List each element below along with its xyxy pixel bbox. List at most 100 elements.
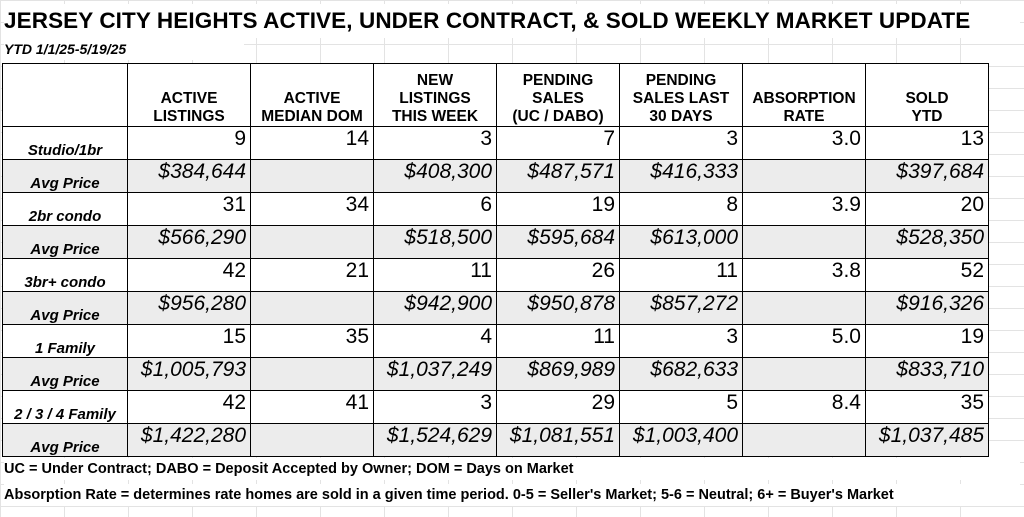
table-cell <box>742 357 866 391</box>
date-range-subtitle: YTD 1/1/25-5/19/25 <box>4 38 244 60</box>
table-cell: 42 <box>127 390 251 424</box>
table-cell: 3.8 <box>742 258 866 292</box>
table-cell <box>250 357 374 391</box>
table-cell: 42 <box>127 258 251 292</box>
table-cell: 9 <box>127 126 251 160</box>
table-cell: 26 <box>496 258 620 292</box>
table-cell: 41 <box>250 390 374 424</box>
table-cell: 11 <box>373 258 497 292</box>
row-label: 1 Family <box>2 324 128 358</box>
table-cell: $942,900 <box>373 291 497 325</box>
table-cell: 6 <box>373 192 497 226</box>
row-label: 3br+ condo <box>2 258 128 292</box>
table-cell: 5 <box>619 390 743 424</box>
column-header: ACTIVE MEDIAN DOM <box>250 63 374 127</box>
table-cell: 8 <box>619 192 743 226</box>
table-cell: 15 <box>127 324 251 358</box>
count-row: 1 Family 15 35 4 11 3 5.0 19 <box>2 324 989 358</box>
table-cell: 11 <box>619 258 743 292</box>
table-cell: 35 <box>865 390 989 424</box>
table-cell: 3 <box>373 390 497 424</box>
table-cell: 4 <box>373 324 497 358</box>
table-cell <box>250 423 374 457</box>
table-cell: $397,684 <box>865 159 989 193</box>
corner-cell <box>2 63 128 127</box>
table-cell: 20 <box>865 192 989 226</box>
column-header-line: LISTINGS <box>153 108 225 125</box>
column-header-line: (UC / DABO) <box>512 108 604 125</box>
column-header-line: 30 DAYS <box>649 108 713 125</box>
count-row: 2 / 3 / 4 Family 42 41 3 29 5 8.4 35 <box>2 390 989 424</box>
table-cell: $956,280 <box>127 291 251 325</box>
column-header-line: ACTIVE <box>160 90 218 107</box>
table-cell <box>250 159 374 193</box>
table-body: Studio/1br 9 14 3 7 3 3.0 13 Avg Price $384,644 $4… <box>2 126 989 457</box>
table-cell: 3 <box>373 126 497 160</box>
column-header-line: SOLD <box>905 90 949 107</box>
table-cell: 3 <box>619 324 743 358</box>
table-cell: $869,989 <box>496 357 620 391</box>
page-title: JERSEY CITY HEIGHTS ACTIVE, UNDER CONTRA… <box>4 4 1020 38</box>
table-cell: 3.0 <box>742 126 866 160</box>
table-cell: 52 <box>865 258 989 292</box>
table-cell: $408,300 <box>373 159 497 193</box>
column-header-line: THIS WEEK <box>391 108 479 125</box>
table-cell: $384,644 <box>127 159 251 193</box>
table-cell: $566,290 <box>127 225 251 259</box>
market-update-table: ACTIVE LISTINGS ACTIVE MEDIAN DOM NEW LISTI… <box>2 63 989 457</box>
table-cell: 7 <box>496 126 620 160</box>
table-cell: 11 <box>496 324 620 358</box>
table-cell: $1,081,551 <box>496 423 620 457</box>
table-cell: $682,633 <box>619 357 743 391</box>
column-header-line: SALES <box>532 90 584 107</box>
row-label: Avg Price <box>2 357 128 391</box>
table-cell: $1,037,485 <box>865 423 989 457</box>
table-cell: $1,422,280 <box>127 423 251 457</box>
row-label: Avg Price <box>2 423 128 457</box>
table-cell <box>250 225 374 259</box>
column-header-line: PENDING <box>645 72 717 89</box>
count-row: 3br+ condo 42 21 11 26 11 3.8 52 <box>2 258 989 292</box>
table-cell: 13 <box>865 126 989 160</box>
column-header-line: PENDING <box>522 72 594 89</box>
table-cell: 35 <box>250 324 374 358</box>
count-row: Studio/1br 9 14 3 7 3 3.0 13 <box>2 126 989 160</box>
table-cell: 29 <box>496 390 620 424</box>
table-cell: 3 <box>619 126 743 160</box>
table-cell: 31 <box>127 192 251 226</box>
table-cell <box>742 423 866 457</box>
table-cell: 8.4 <box>742 390 866 424</box>
column-header: ABSORPTION RATE <box>742 63 866 127</box>
table-cell <box>742 159 866 193</box>
column-header-line: MEDIAN DOM <box>261 108 363 125</box>
table-cell: 34 <box>250 192 374 226</box>
table-cell: 5.0 <box>742 324 866 358</box>
column-header: PENDING SALES LAST 30 DAYS <box>619 63 743 127</box>
avg-price-row: Avg Price $384,644 $408,300 $487,571 $416,33… <box>2 159 989 193</box>
footnote-abbreviations: UC = Under Contract; DABO = Deposit Acce… <box>4 458 1020 480</box>
table-cell: $833,710 <box>865 357 989 391</box>
row-label: 2br condo <box>2 192 128 226</box>
table-cell: $528,350 <box>865 225 989 259</box>
column-header-line: RATE <box>783 108 825 125</box>
table-cell: 14 <box>250 126 374 160</box>
column-header: SOLD YTD <box>865 63 989 127</box>
table-cell: $1,524,629 <box>373 423 497 457</box>
avg-price-row: Avg Price $1,005,793 $1,037,249 $869,989 $68… <box>2 357 989 391</box>
table-cell: $595,684 <box>496 225 620 259</box>
table-cell <box>250 291 374 325</box>
footnote-absorption-rate: Absorption Rate = determines rate homes … <box>4 484 1020 506</box>
column-header-line: ABSORPTION <box>752 90 856 107</box>
table-cell: 21 <box>250 258 374 292</box>
table-cell: 19 <box>865 324 989 358</box>
header-row: ACTIVE LISTINGS ACTIVE MEDIAN DOM NEW LISTI… <box>2 63 989 127</box>
row-label: Avg Price <box>2 225 128 259</box>
table-cell: $613,000 <box>619 225 743 259</box>
table-cell: 19 <box>496 192 620 226</box>
column-header-line: LISTINGS <box>399 90 471 107</box>
row-label: Avg Price <box>2 159 128 193</box>
table-cell: $916,326 <box>865 291 989 325</box>
table-cell: $1,005,793 <box>127 357 251 391</box>
table-cell <box>742 291 866 325</box>
column-header-line: ACTIVE <box>283 90 341 107</box>
